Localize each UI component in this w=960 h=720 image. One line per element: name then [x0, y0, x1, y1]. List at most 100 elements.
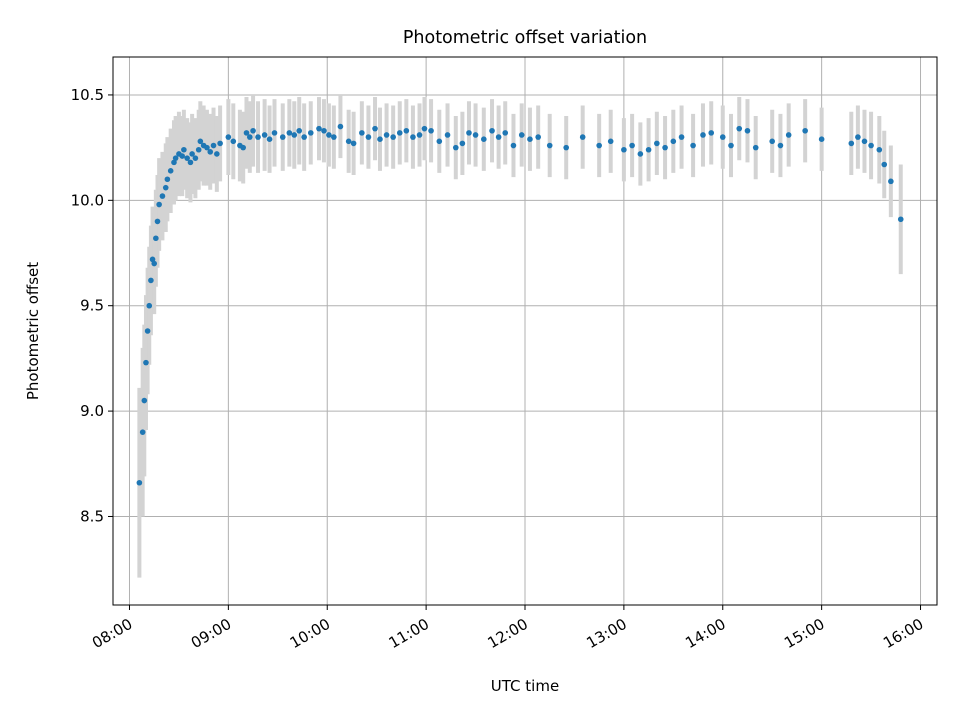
data-point — [331, 134, 337, 140]
data-point — [187, 159, 194, 166]
data-point — [607, 138, 614, 145]
data-point — [143, 359, 149, 366]
data-point — [510, 142, 517, 149]
data-point — [421, 125, 428, 132]
data-point — [444, 132, 451, 138]
data-point — [662, 144, 668, 151]
data-point — [690, 142, 696, 149]
data-point — [466, 130, 472, 136]
data-point — [171, 159, 177, 166]
data-point — [296, 127, 303, 134]
data-point — [489, 127, 495, 134]
data-point — [428, 127, 434, 134]
data-point — [670, 138, 677, 145]
data-point — [861, 138, 868, 145]
data-point — [345, 138, 352, 145]
data-point — [459, 140, 466, 147]
data-point — [156, 201, 162, 208]
y-axis-label: Photometric offset — [24, 262, 42, 400]
data-point — [139, 429, 146, 435]
data-point — [563, 144, 569, 151]
data-point — [708, 130, 715, 136]
data-point — [350, 140, 357, 147]
data-point — [144, 328, 151, 334]
data-point — [217, 140, 223, 147]
data-point — [785, 132, 792, 138]
data-point — [403, 127, 410, 134]
data-point — [629, 142, 635, 149]
data-point — [390, 134, 396, 140]
data-point — [246, 134, 253, 140]
data-point — [769, 138, 775, 145]
data-point — [159, 193, 166, 199]
data-point — [189, 151, 195, 157]
data-point — [897, 216, 904, 223]
data-point — [621, 146, 627, 153]
data-point — [316, 125, 322, 132]
data-point — [243, 130, 250, 136]
data-point — [214, 151, 220, 157]
data-point — [279, 134, 286, 140]
chart-title: Photometric offset variation — [403, 28, 647, 48]
data-point — [153, 235, 159, 242]
data-point — [848, 140, 855, 147]
data-point — [881, 161, 888, 168]
data-point — [359, 130, 365, 136]
data-point — [225, 134, 232, 140]
data-point — [416, 132, 423, 138]
x-axis-label: UTC time — [491, 677, 559, 695]
data-point — [266, 136, 273, 142]
data-point — [192, 155, 199, 161]
data-point — [301, 134, 307, 140]
data-point — [162, 184, 169, 191]
data-point — [888, 178, 894, 185]
data-point — [472, 132, 479, 138]
data-point — [250, 127, 256, 134]
data-point — [728, 142, 734, 149]
data-point — [337, 123, 344, 130]
data-point — [377, 136, 383, 142]
data-point — [495, 134, 502, 140]
data-point — [154, 218, 161, 225]
data-point — [396, 130, 403, 136]
data-point — [195, 146, 202, 153]
data-point — [210, 142, 217, 149]
data-point — [736, 125, 743, 132]
y-tick-label: 10.0 — [71, 191, 104, 209]
data-point — [855, 134, 861, 140]
data-point — [365, 134, 372, 140]
data-point — [678, 134, 685, 140]
data-point — [596, 142, 602, 149]
data-point — [136, 479, 143, 486]
y-tick-label: 9.5 — [80, 297, 104, 315]
data-point — [255, 134, 261, 140]
data-point — [481, 136, 487, 142]
data-point — [527, 136, 533, 142]
data-point — [230, 138, 237, 145]
data-point — [579, 134, 586, 140]
data-point — [141, 397, 148, 404]
data-point — [802, 127, 808, 134]
data-point — [410, 134, 416, 140]
data-point — [744, 127, 751, 134]
data-point — [452, 144, 459, 151]
data-point — [637, 151, 644, 157]
data-point — [752, 144, 759, 151]
data-point — [207, 149, 214, 155]
data-point — [321, 127, 327, 134]
data-points — [136, 123, 904, 486]
data-point — [151, 260, 157, 267]
data-point — [326, 132, 332, 138]
data-point — [383, 132, 390, 138]
data-point — [645, 146, 652, 153]
data-point — [876, 146, 883, 153]
data-point — [518, 132, 525, 138]
data-point — [179, 153, 186, 159]
data-point — [181, 146, 187, 153]
data-point — [502, 130, 509, 136]
data-point — [204, 144, 210, 151]
data-point — [546, 142, 553, 149]
data-point — [535, 134, 541, 140]
